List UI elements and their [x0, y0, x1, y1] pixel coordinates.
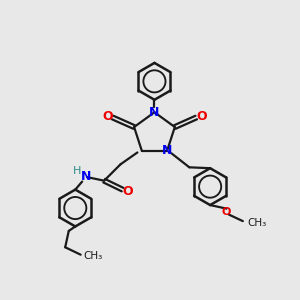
Text: O: O [222, 207, 231, 217]
Text: N: N [149, 106, 160, 119]
Text: CH₃: CH₃ [84, 251, 103, 261]
Text: O: O [196, 110, 207, 122]
Text: N: N [162, 145, 172, 158]
Text: N: N [81, 170, 92, 183]
Text: O: O [123, 184, 133, 198]
Text: H: H [73, 166, 82, 176]
Text: O: O [102, 110, 113, 122]
Text: CH₃: CH₃ [247, 218, 266, 228]
